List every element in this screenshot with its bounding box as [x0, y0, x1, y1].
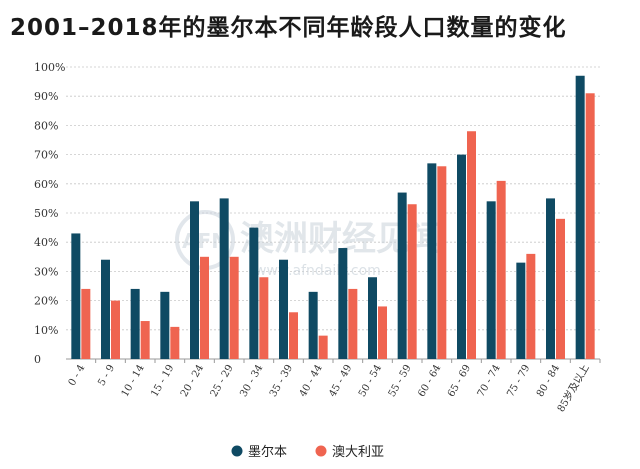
bar-australia: [585, 93, 595, 359]
bar-melbourne: [279, 259, 288, 359]
y-tick-label: 50%: [34, 207, 58, 220]
y-tick-label: 40%: [34, 236, 58, 249]
x-tick-label: 55 - 59: [387, 363, 414, 399]
bar-australia: [526, 253, 536, 359]
x-tick-label: 35 - 39: [268, 363, 295, 399]
x-axis: 0 - 4 5 - 9 10 - 14 15 - 19 20 - 24 25 - 29 30…: [67, 359, 601, 414]
y-tick-label: 70%: [34, 149, 58, 162]
x-tick-label: 10 - 14: [120, 363, 147, 399]
bar-melbourne: [575, 75, 585, 359]
y-tick-label: 10%: [34, 324, 58, 337]
bar-melbourne: [71, 233, 81, 359]
y-tick-label: 0: [34, 353, 41, 366]
bar-melbourne: [101, 259, 110, 359]
bar-australia: [496, 180, 506, 359]
bar-melbourne: [338, 248, 348, 359]
y-tick-label: 100%: [34, 61, 65, 74]
bar-australia: [437, 166, 447, 359]
bar-australia: [467, 131, 476, 359]
x-tick-label: 15 - 19: [149, 363, 176, 399]
legend-label-melbourne: 墨尔本: [248, 445, 287, 460]
bar-melbourne: [160, 291, 170, 359]
bar-australia: [111, 300, 120, 359]
x-tick-label: 80 - 84: [535, 363, 562, 399]
bar-melbourne: [397, 192, 407, 359]
y-tick-label: 60%: [34, 178, 58, 191]
bar-australia: [407, 204, 417, 359]
x-tick-label: 75 - 79: [505, 363, 532, 399]
bar-australia: [348, 288, 358, 359]
bar-melbourne: [190, 201, 199, 359]
bar-australia: [170, 326, 180, 359]
bar-australia: [140, 321, 150, 359]
bar-australia: [318, 335, 328, 359]
legend: 墨尔本 澳大利亚: [231, 444, 384, 460]
bar-australia: [229, 256, 239, 359]
y-tick-label: 80%: [34, 119, 58, 132]
y-axis: 0 10% 20% 30% 40% 50% 60% 70% 80% 90% 100%: [34, 61, 65, 366]
x-tick-label: 65 - 69: [446, 363, 473, 399]
bar-melbourne: [427, 163, 437, 359]
chart-title: 2001–2018年的墨尔本不同年龄段人口数量的变化: [10, 15, 567, 41]
x-tick-label: 40 - 44: [298, 363, 325, 399]
legend-label-australia: 澳大利亚: [332, 444, 384, 460]
bars: [71, 75, 595, 359]
y-tick-label: 90%: [34, 90, 58, 103]
bar-melbourne: [546, 198, 555, 359]
y-tick-label: 20%: [34, 295, 58, 308]
watermark-url: www.afndaily.com: [255, 263, 381, 279]
bar-australia: [556, 218, 565, 359]
legend-marker-australia: [315, 445, 327, 457]
x-tick-label: 20 - 24: [179, 363, 206, 399]
bar-australia: [200, 256, 209, 359]
bar-melbourne: [249, 227, 259, 359]
bar-melbourne: [308, 291, 318, 359]
bar-melbourne: [486, 201, 496, 359]
bar-australia: [81, 288, 91, 359]
x-tick-label: 70 - 74: [476, 363, 503, 399]
bar-melbourne: [219, 198, 229, 359]
bar-melbourne: [368, 277, 377, 359]
x-tick-label: 60 - 64: [416, 363, 443, 399]
bar-melbourne: [457, 154, 466, 359]
x-tick-label: 25 - 29: [209, 363, 236, 399]
x-tick-label: 0 - 4: [67, 363, 88, 388]
bar-australia: [289, 312, 298, 359]
bar-melbourne: [130, 288, 140, 359]
bar-australia: [259, 277, 269, 359]
x-tick-label: 30 - 34: [238, 363, 265, 399]
legend-marker-melbourne: [231, 445, 243, 457]
x-tick-label: 45 - 49: [327, 363, 354, 399]
y-tick-label: 30%: [34, 265, 58, 278]
x-tick-label: 5 - 9: [96, 363, 117, 388]
bar-melbourne: [516, 262, 526, 359]
x-tick-label: 50 - 54: [357, 363, 384, 399]
bar-australia: [378, 306, 387, 359]
